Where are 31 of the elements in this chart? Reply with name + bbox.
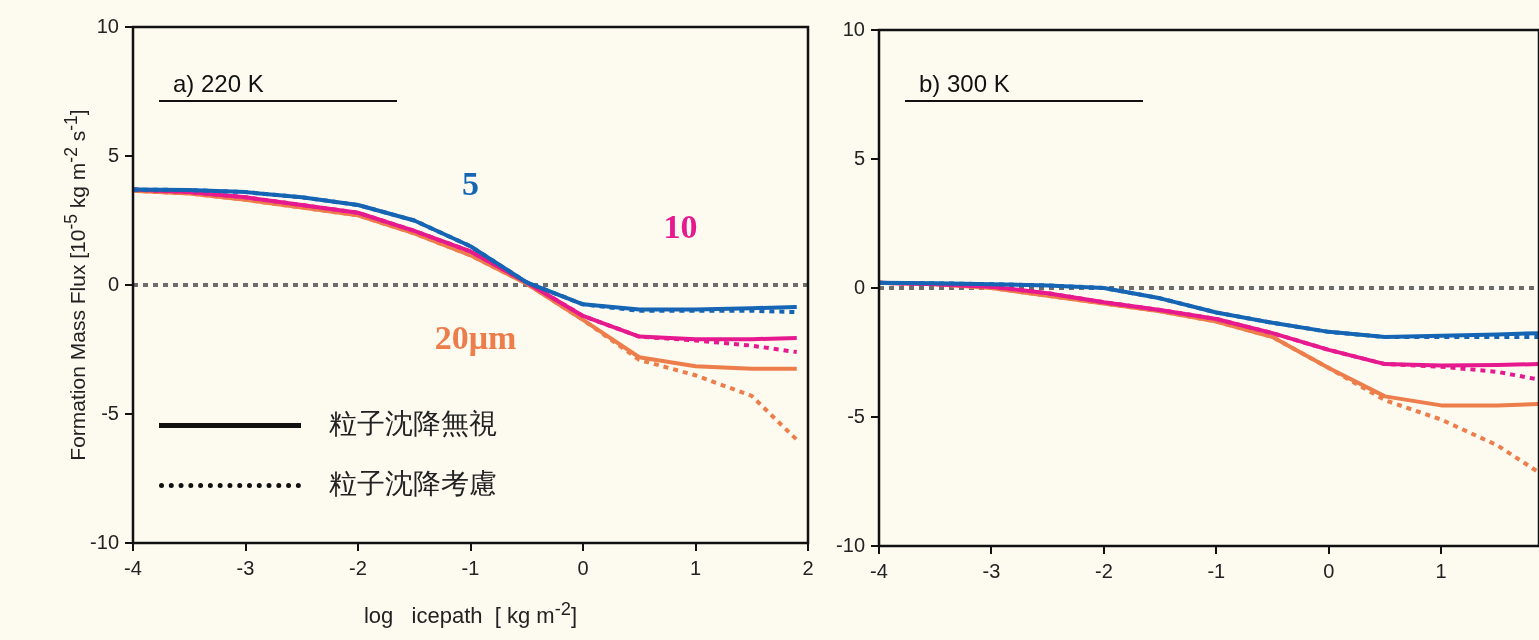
x-tick-label: 1 — [689, 556, 702, 579]
x-tick-label: -1 — [461, 556, 480, 579]
y-tick-label: 0 — [853, 275, 865, 298]
y-tick-label: -5 — [847, 404, 865, 427]
x-tick-label: 1 — [1435, 559, 1447, 582]
x-tick-label: -4 — [870, 559, 888, 582]
y-tick-label: 5 — [853, 146, 865, 169]
y-tick-label: 0 — [107, 272, 119, 295]
y-tick-label: 10 — [96, 14, 119, 37]
series-label: 20μm — [434, 319, 517, 357]
y-tick-label: -5 — [101, 401, 119, 424]
text: b) 300 K — [905, 70, 1143, 102]
x-tick-label: 2 — [802, 556, 814, 579]
text: a) 220 K — [159, 70, 397, 102]
annotation: 粒子沈降考慮 — [329, 466, 497, 502]
x-tick-label: 0 — [1323, 559, 1335, 582]
text: 10 — [663, 207, 698, 245]
x-tick-label: -2 — [349, 556, 367, 579]
x-tick-label: -2 — [1094, 559, 1113, 582]
x-tick-label: -3 — [982, 559, 1001, 582]
annotation: 粒子沈降無視 — [329, 406, 497, 442]
x-tick-label: -3 — [236, 556, 255, 579]
x-tick-label: -4 — [124, 556, 142, 579]
y-tick-label: 10 — [842, 17, 865, 40]
series-label: 5 — [462, 165, 479, 203]
y-tick-label: 5 — [107, 143, 119, 166]
x-tick-label: -1 — [1207, 559, 1226, 582]
x-tick-label: 0 — [577, 556, 589, 579]
x-axis-title: log icepath [ kg m$^{-2}$] — [363, 598, 578, 630]
y-tick-label: -10 — [836, 533, 865, 556]
y-tick-label: -10 — [90, 530, 119, 553]
